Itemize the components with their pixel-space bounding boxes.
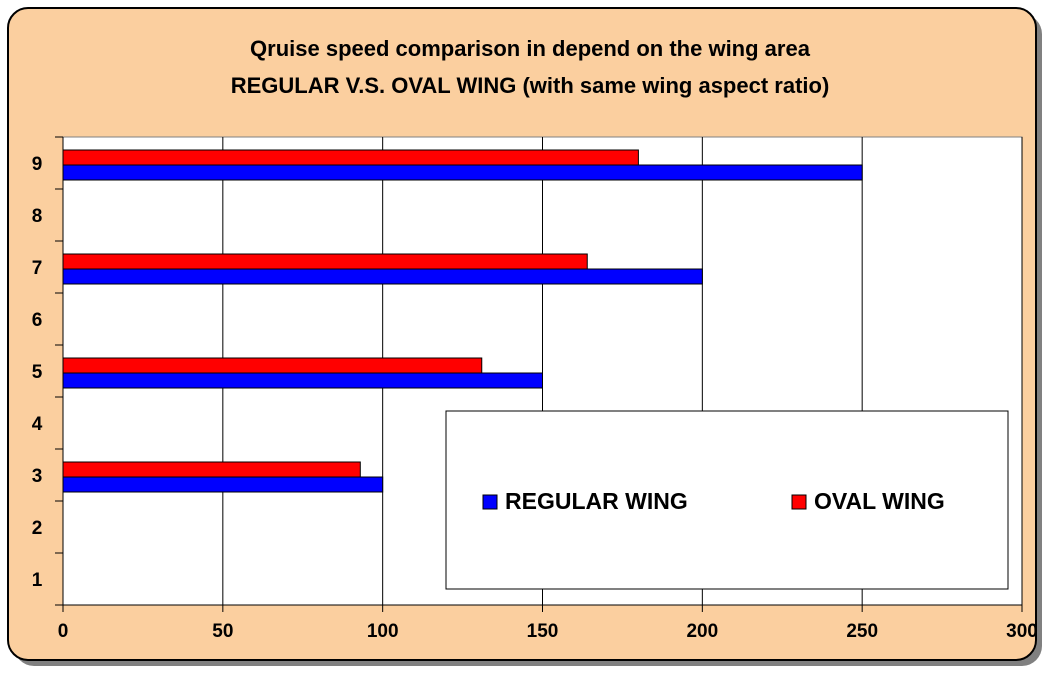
legend-swatch [791, 494, 807, 510]
x-tick-label: 50 [212, 621, 233, 642]
bar [62, 149, 639, 166]
y-tick-label: 8 [32, 206, 43, 227]
legend-box [445, 410, 1009, 590]
x-tick-label: 150 [527, 621, 559, 642]
y-tick-label: 4 [32, 414, 43, 435]
y-tick-label: 9 [32, 154, 43, 175]
y-tick-label: 1 [32, 570, 43, 591]
bar [62, 268, 703, 285]
x-tick-label: 300 [1006, 621, 1038, 642]
bar [62, 357, 483, 374]
bar [62, 476, 384, 493]
y-tick-label: 7 [32, 258, 43, 279]
bar [62, 372, 543, 389]
x-tick-label: 200 [686, 621, 718, 642]
y-tick-label: 2 [32, 518, 43, 539]
x-tick-label: 0 [58, 621, 69, 642]
chart-title: Qruise speed comparison in depend on the… [250, 36, 811, 61]
x-tick-label: 250 [846, 621, 878, 642]
y-tick-label: 3 [32, 466, 43, 487]
y-tick-label: 6 [32, 310, 43, 331]
bar [62, 253, 588, 270]
x-tick-label: 100 [367, 621, 399, 642]
legend-label: REGULAR WING [505, 488, 688, 514]
legend-label: OVAL WING [814, 488, 945, 514]
bar [62, 461, 361, 478]
y-tick-label: 5 [32, 362, 43, 383]
chart-title: REGULAR V.S. OVAL WING (with same wing a… [231, 73, 830, 98]
bar [62, 164, 863, 181]
legend-swatch [482, 494, 498, 510]
